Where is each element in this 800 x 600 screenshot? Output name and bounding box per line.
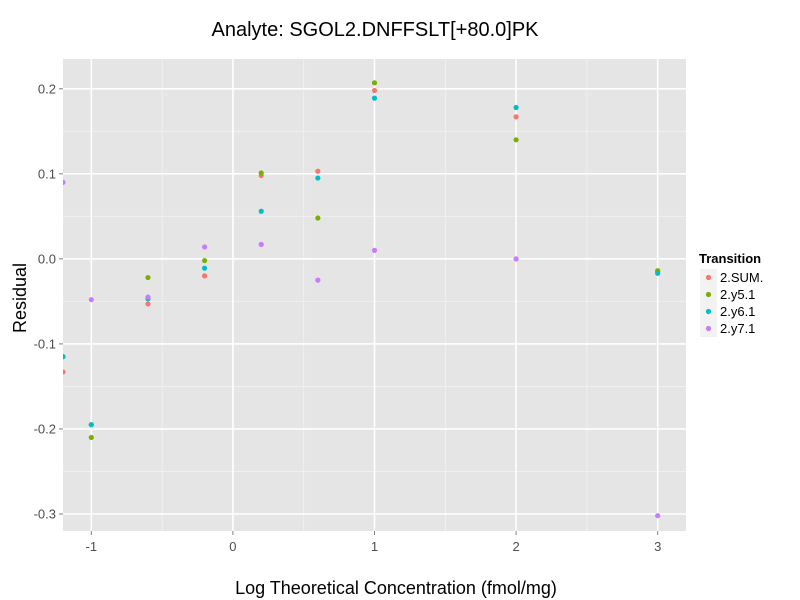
legend-label: 2.y5.1 <box>720 287 755 302</box>
x-tick-label: 0 <box>229 539 236 554</box>
data-point <box>315 277 321 283</box>
x-tick-label: 2 <box>512 539 519 554</box>
data-point <box>201 257 208 264</box>
data-point <box>655 513 661 519</box>
data-point <box>88 422 94 428</box>
data-point <box>145 301 151 307</box>
data-point <box>63 179 66 185</box>
data-point <box>258 170 264 176</box>
x-axis-ticks: -1 0 1 2 3 <box>86 531 661 554</box>
data-point <box>201 244 208 250</box>
data-points <box>63 80 661 519</box>
x-tick-label: 3 <box>654 539 661 554</box>
legend-label: 2.y7.1 <box>720 321 755 336</box>
data-point <box>145 294 151 300</box>
grid-major <box>63 59 686 531</box>
legend-items: 2.SUM. 2.y5.1 2.y6.1 2.y7.1 <box>700 269 763 337</box>
x-axis-title: Log Theoretical Concentration (fmol/mg) <box>235 578 557 598</box>
data-point <box>258 208 264 214</box>
legend-swatch <box>705 308 712 315</box>
data-point <box>371 87 378 94</box>
data-point <box>88 297 94 303</box>
data-point <box>315 175 321 181</box>
data-point <box>201 265 208 271</box>
y-axis-title: Residual <box>10 263 30 333</box>
data-point <box>655 270 661 276</box>
data-point <box>513 137 519 143</box>
y-tick-label: -0.2 <box>34 421 56 436</box>
legend-title: Transition <box>699 251 761 266</box>
y-tick-label: 0.2 <box>38 81 56 96</box>
data-point <box>513 256 519 262</box>
y-tick-label: 0.1 <box>38 166 56 181</box>
data-point <box>63 369 66 375</box>
legend-label: 2.SUM. <box>720 270 763 285</box>
data-point <box>371 95 378 101</box>
data-point <box>513 104 519 111</box>
legend-label: 2.y6.1 <box>720 304 755 319</box>
data-point <box>258 241 264 247</box>
y-tick-label: 0.0 <box>38 251 56 266</box>
x-tick-label: -1 <box>86 539 98 554</box>
y-axis-ticks: -0.3 -0.2 -0.1 0.0 0.1 0.2 <box>34 81 63 521</box>
data-point <box>315 168 321 174</box>
legend-swatch <box>705 325 712 332</box>
data-point <box>513 114 519 120</box>
legend-swatch <box>705 291 712 298</box>
data-point <box>201 273 208 279</box>
legend-swatch <box>705 274 712 281</box>
data-point <box>315 215 321 221</box>
data-point <box>145 274 151 281</box>
x-tick-label: 1 <box>371 539 378 554</box>
data-point <box>371 247 378 253</box>
legend: Transition 2.SUM. 2.y5.1 2.y6.1 2.y7.1 <box>699 251 763 337</box>
chart-title: Analyte: SGOL2.DNFFSLT[+80.0]PK <box>212 19 540 41</box>
data-point <box>371 80 378 86</box>
y-tick-label: -0.1 <box>34 336 56 351</box>
data-point <box>88 434 94 441</box>
y-tick-label: -0.3 <box>34 506 56 521</box>
data-point <box>63 354 66 360</box>
